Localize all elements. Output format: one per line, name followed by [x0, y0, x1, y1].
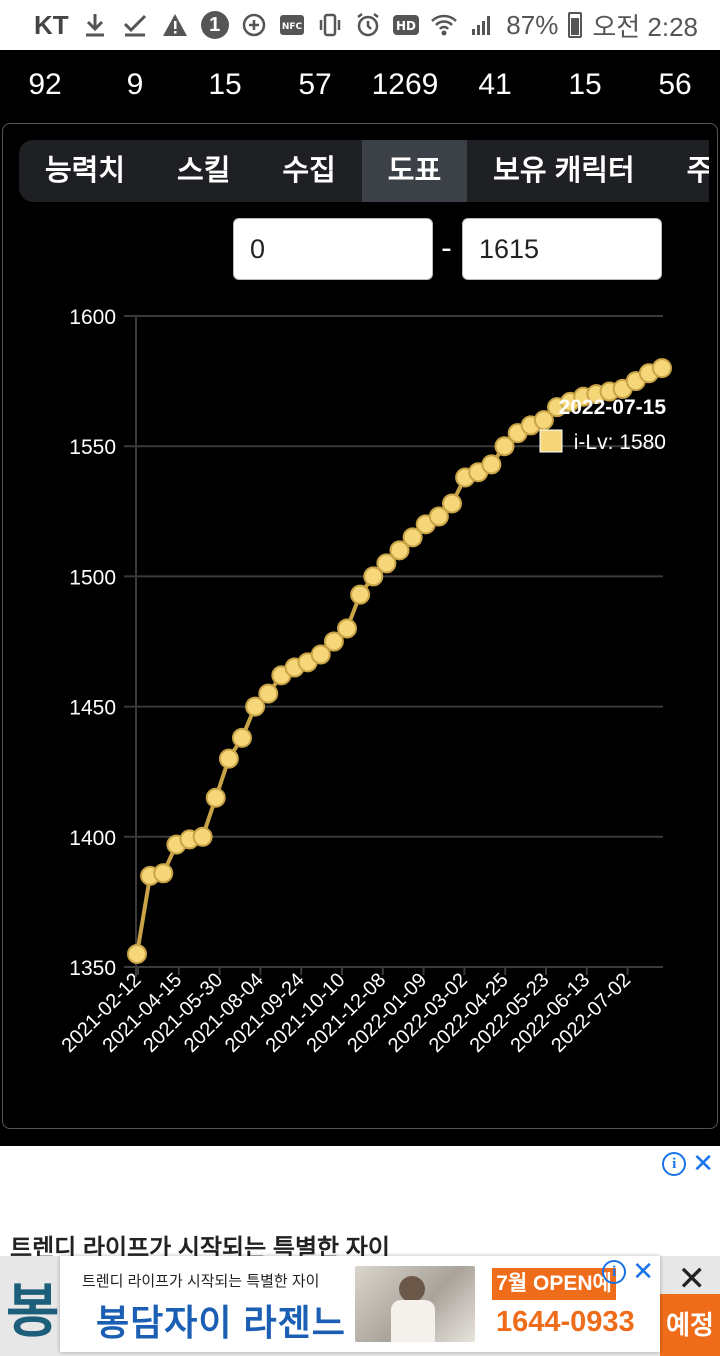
ilv-line-chart: 1350140014501500155016002021-02-122021-0… [58, 306, 672, 1057]
tooltip-label: i-Lv: 1580 [574, 431, 666, 454]
data-point [310, 644, 331, 665]
y-tick-label: 1550 [69, 436, 116, 459]
signal-icon [468, 11, 496, 39]
data-point [192, 826, 213, 847]
data-point [258, 683, 279, 704]
data-point [533, 410, 554, 431]
check-icon [121, 11, 149, 39]
stat-value: 15 [208, 68, 242, 101]
data-saver-icon [240, 11, 268, 39]
stat-value: 41 [478, 68, 512, 101]
ad-phone-number: 1644-0933 [496, 1306, 635, 1338]
ad-info-icon[interactable]: i [602, 1260, 627, 1284]
svg-text:NFC: NFC [282, 22, 303, 32]
data-point [232, 727, 252, 748]
ad-tagline: 트렌디 라이프가 시작되는 특별한 자이 [82, 1273, 320, 1290]
stat-value: 9 [126, 68, 144, 101]
data-point [337, 618, 357, 639]
clock: 오전 2:28 [592, 11, 698, 42]
status-bar: KT 1 NFC HD 87% [0, 0, 720, 50]
data-point [428, 506, 449, 527]
data-point [442, 493, 462, 514]
data-point [323, 631, 344, 652]
data-point [127, 943, 147, 964]
ad-controls: i ✕ [662, 1149, 714, 1179]
ad-creative[interactable]: 트렌디 라이프가 시작되는 특별한 자이 봉담자이 라젠느 7월 OPEN예정 … [60, 1256, 660, 1352]
stat-value: 57 [298, 68, 332, 101]
ad-info-icon[interactable]: i [662, 1152, 687, 1176]
tab-collection[interactable]: 수집 [282, 155, 336, 187]
data-point [205, 787, 226, 808]
wifi-icon [430, 11, 458, 39]
data-point [245, 696, 266, 717]
data-point [481, 454, 502, 475]
alarm-icon [354, 11, 382, 39]
svg-text:HD: HD [396, 19, 416, 33]
ad-close-icon[interactable]: ✕ [692, 1149, 714, 1179]
tab-owned-characters[interactable]: 보유 캐릭터 [493, 155, 635, 187]
data-point [350, 584, 371, 605]
series-line [135, 366, 663, 955]
battery-percent: 87% [506, 9, 559, 40]
stat-value: 92 [28, 68, 62, 101]
tooltip-swatch [539, 429, 563, 453]
tooltip-title: 2022-07-15 [559, 396, 667, 419]
y-tick-label: 1450 [69, 697, 116, 720]
stat-value: 15 [568, 68, 602, 101]
carrier-label: KT [34, 9, 69, 40]
tab-stats[interactable]: 능력치 [45, 155, 126, 187]
y-tick-label: 1350 [69, 957, 116, 980]
download-icon [81, 11, 109, 39]
tab-skills[interactable]: 스킬 [177, 155, 231, 187]
ad-brand-name: 봉담자이 라젠느 [96, 1302, 346, 1343]
hd-icon: HD [392, 11, 420, 39]
data-point [652, 358, 672, 379]
data-point [376, 553, 397, 574]
stat-value: 56 [658, 68, 692, 101]
range-separator: - [441, 231, 452, 266]
ad-background-label: 예정 [660, 1294, 720, 1356]
data-point [153, 863, 174, 884]
data-point [363, 566, 384, 587]
chart-panel: 능력치 스킬 수집 도표 보유 캐릭터 주 0 - 1615 1350 1400 1… [2, 123, 718, 1129]
ad-close-icon[interactable]: ✕ [632, 1257, 654, 1287]
nfc-icon: NFC [278, 11, 306, 39]
warning-icon [161, 11, 189, 39]
range-filter: 0 - 1615 [3, 218, 717, 280]
ad-photo [355, 1266, 475, 1342]
tab-more[interactable]: 주 [661, 140, 709, 202]
stats-row: 92 9 15 57 1269 41 15 56 [0, 55, 720, 115]
ad-inner-controls: i ✕ [602, 1257, 654, 1287]
vibrate-icon [316, 11, 344, 39]
tab-bar: 능력치 스킬 수집 도표 보유 캐릭터 주 [19, 140, 709, 202]
y-tick-label: 1600 [69, 306, 116, 329]
tab-chart[interactable]: 도표 [361, 140, 468, 202]
range-max-input[interactable]: 1615 [462, 218, 662, 280]
data-point [218, 748, 239, 769]
ad-dismiss-icon[interactable]: ✕ [677, 1259, 707, 1299]
range-min-input[interactable]: 0 [233, 218, 433, 280]
battery-icon [568, 12, 583, 38]
ad-background-brand: 봉 [6, 1279, 60, 1344]
data-point [389, 540, 410, 561]
ad-banner-area[interactable]: i ✕ 트렌디 라이프가 시작되는 특별한 자이 봉 예정 ✕ 트렌디 라이프가… [0, 1146, 720, 1356]
y-tick-label: 1500 [69, 566, 116, 589]
stat-value: 1269 [371, 68, 439, 101]
ad-open-label: 7월 OPEN예정 [492, 1268, 616, 1327]
data-point [494, 436, 515, 457]
y-tick-label: 1400 [69, 827, 116, 850]
notification-count-badge: 1 [200, 11, 229, 39]
data-point [402, 527, 423, 548]
